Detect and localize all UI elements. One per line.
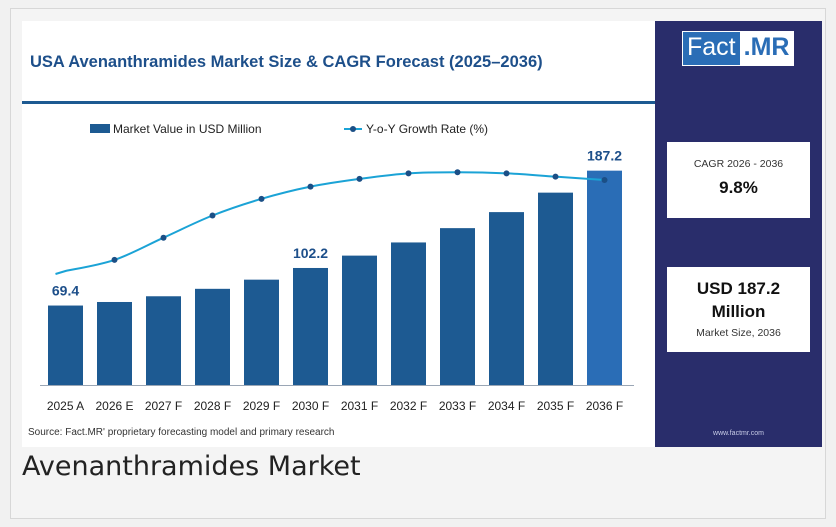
x-tick-label: 2034 F bbox=[488, 399, 525, 413]
bar-11 bbox=[587, 170, 622, 385]
chart-title: USA Avenanthramides Market Size & CAGR F… bbox=[30, 53, 543, 71]
bar-6 bbox=[342, 255, 377, 385]
title-divider bbox=[22, 101, 655, 104]
growth-line bbox=[55, 171, 605, 275]
growth-point-3 bbox=[209, 212, 216, 219]
growth-point-5 bbox=[307, 183, 314, 190]
x-tick-label: 2029 F bbox=[243, 399, 280, 413]
growth-point-6 bbox=[356, 175, 363, 182]
bar-2 bbox=[146, 296, 181, 385]
bar-7 bbox=[391, 242, 426, 385]
bar-series bbox=[48, 170, 622, 385]
x-tick-label: 2036 F bbox=[586, 399, 623, 413]
growth-point-11 bbox=[601, 176, 608, 183]
x-tick-label: 2026 E bbox=[95, 399, 133, 413]
growth-point-2 bbox=[160, 234, 167, 241]
x-tick-label: 2030 F bbox=[292, 399, 329, 413]
data-labels: 69.4 102.2 187.2 bbox=[52, 148, 622, 299]
cagr-label: CAGR 2026 - 2036 bbox=[693, 158, 784, 170]
market-size-label: Market Size, 2036 bbox=[696, 327, 781, 339]
bar-9 bbox=[489, 212, 524, 385]
data-label-5: 102.2 bbox=[293, 245, 328, 261]
bar-8 bbox=[440, 228, 475, 385]
market-size-value: USD 187.2 bbox=[696, 279, 781, 298]
x-tick-label: 2033 F bbox=[439, 399, 476, 413]
growth-point-4 bbox=[258, 195, 265, 202]
growth-point-1 bbox=[111, 256, 118, 263]
bar-10 bbox=[538, 192, 573, 385]
right-panel: Fact .MR CAGR 2026 - 2036 9.8% USD 187.2… bbox=[655, 21, 822, 447]
x-tick-label: 2035 F bbox=[537, 399, 574, 413]
bar-0 bbox=[48, 305, 83, 385]
logo-text-left: Fact bbox=[683, 32, 740, 65]
data-label-11: 187.2 bbox=[587, 148, 622, 164]
factmr-logo: Fact .MR bbox=[682, 31, 795, 66]
bar-3 bbox=[195, 288, 230, 385]
chart: Market Value in USD Million Y-o-Y Growth … bbox=[40, 122, 634, 413]
growth-point-9 bbox=[503, 170, 510, 177]
source-note: Source: Fact.MR' proprietary forecasting… bbox=[28, 427, 335, 438]
growth-point-8 bbox=[454, 169, 461, 176]
x-tick-label: 2025 A bbox=[47, 399, 84, 413]
cagr-card: CAGR 2026 - 2036 9.8% bbox=[667, 142, 810, 218]
legend-bar-swatch bbox=[90, 124, 110, 133]
legend: Market Value in USD Million Y-o-Y Growth … bbox=[90, 122, 488, 136]
x-tick-label: 2027 F bbox=[145, 399, 182, 413]
growth-point-7 bbox=[405, 170, 412, 177]
bar-4 bbox=[244, 279, 279, 385]
data-label-0: 69.4 bbox=[52, 283, 79, 299]
bar-1 bbox=[97, 301, 132, 385]
legend-bar-label: Market Value in USD Million bbox=[113, 122, 262, 136]
legend-line-marker bbox=[350, 126, 356, 132]
x-tick-label: 2032 F bbox=[390, 399, 427, 413]
infographic: USA Avenanthramides Market Size & CAGR F… bbox=[22, 21, 822, 447]
market-size-card: USD 187.2 Million Market Size, 2036 bbox=[667, 267, 810, 352]
cagr-value: 9.8% bbox=[719, 178, 758, 197]
website-url: www.factmr.com bbox=[713, 430, 764, 437]
bar-5 bbox=[293, 267, 328, 385]
x-tick-label: 2031 F bbox=[341, 399, 378, 413]
image-caption: Avenanthramides Market bbox=[22, 451, 361, 482]
x-tick-label: 2028 F bbox=[194, 399, 231, 413]
growth-line-series bbox=[55, 169, 608, 275]
market-size-unit: Million bbox=[711, 302, 766, 321]
legend-line-label: Y-o-Y Growth Rate (%) bbox=[366, 122, 488, 136]
logo-text-right: .MR bbox=[739, 32, 794, 65]
growth-point-10 bbox=[552, 173, 559, 180]
x-axis: 2025 A 2026 E 2027 F 2028 F 2029 F 2030 F 2031… bbox=[40, 385, 634, 413]
